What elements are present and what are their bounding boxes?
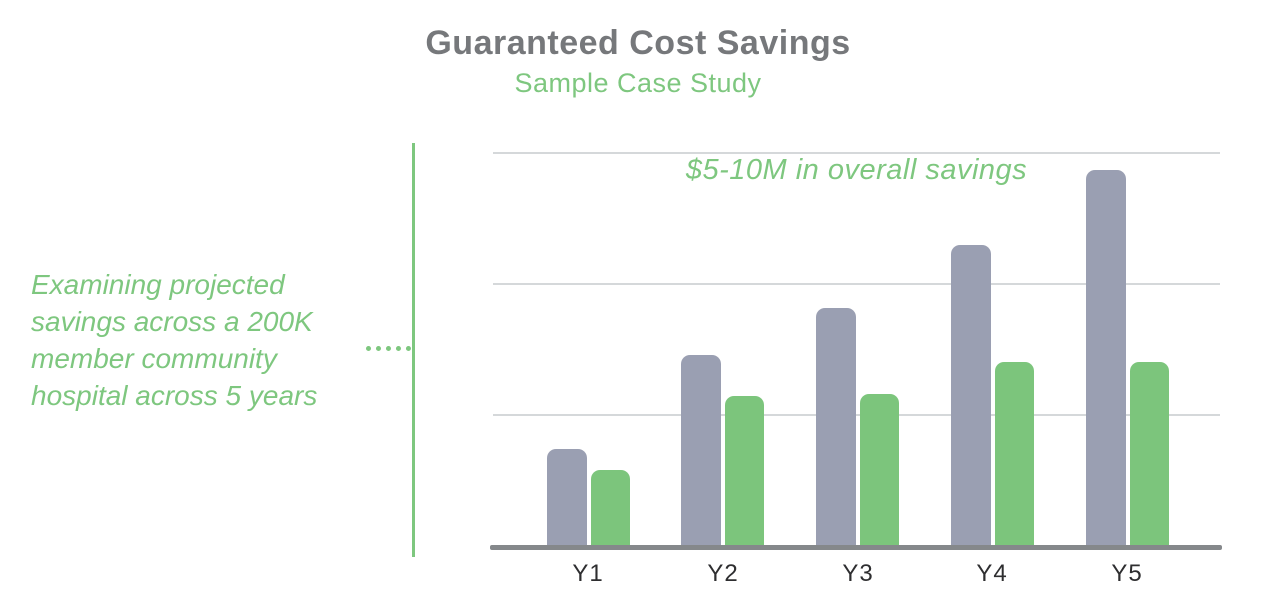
x-axis-label-y1: Y1 xyxy=(572,560,604,587)
savings-annotation: $5-10M in overall savings xyxy=(685,154,1028,186)
side-note-line-4: hospital across 5 years xyxy=(31,380,318,411)
bar-gray-bars-y1 xyxy=(547,449,587,545)
bar-gray-bars-y3 xyxy=(816,308,856,545)
bar-green-bars-y2 xyxy=(725,396,764,545)
chart-subtitle: Sample Case Study xyxy=(514,68,762,98)
x-axis-label-y4: Y4 xyxy=(976,560,1008,587)
leader-dotted-line xyxy=(366,346,411,351)
plot-area: $5-10M in overall savings xyxy=(493,152,1220,545)
x-axis-label-y5: Y5 xyxy=(1111,560,1143,587)
side-note-line-2: savings across a 200K xyxy=(31,306,313,337)
bar-green-bars-y1 xyxy=(591,470,630,545)
x-axis-label-y3: Y3 xyxy=(842,560,874,587)
bar-green-bars-y5 xyxy=(1130,362,1169,545)
side-note: Examining projected savings across a 200… xyxy=(31,266,401,414)
x-axis-label-y2: Y2 xyxy=(707,560,739,587)
bar-gray-bars-y5 xyxy=(1086,170,1126,545)
bar-gray-bars-y4 xyxy=(951,245,991,545)
bar-gray-bars-y2 xyxy=(681,355,721,545)
side-note-line-3: member community xyxy=(31,343,277,374)
divider-line xyxy=(412,143,415,557)
gridline xyxy=(493,152,1220,154)
side-note-line-1: Examining projected xyxy=(31,269,285,300)
bar-green-bars-y3 xyxy=(860,394,899,545)
chart-title: Guaranteed Cost Savings xyxy=(425,24,851,62)
gridline xyxy=(493,414,1220,416)
bar-green-bars-y4 xyxy=(995,362,1034,545)
x-axis-line xyxy=(490,545,1222,550)
gridline xyxy=(493,283,1220,285)
